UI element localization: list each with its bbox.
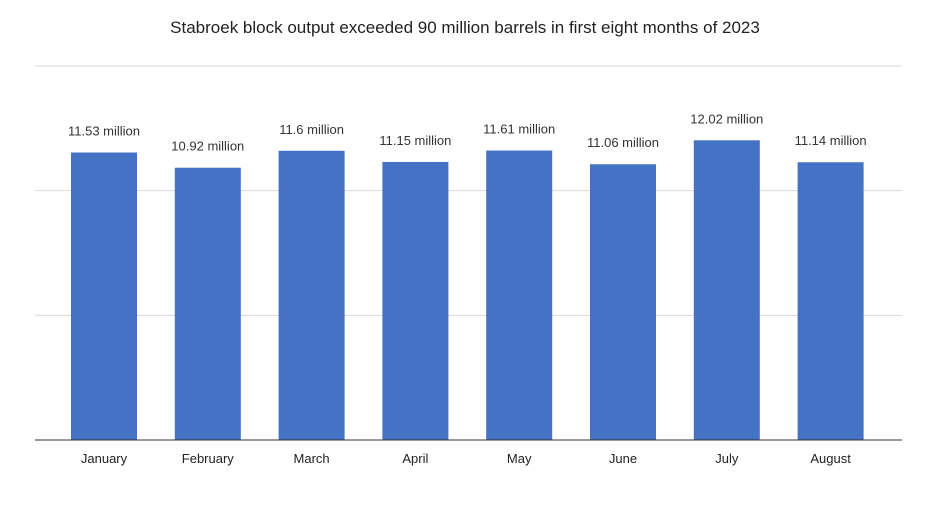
bar-february xyxy=(174,167,241,440)
bar-june xyxy=(590,164,656,440)
data-label: 12.02 million xyxy=(690,111,763,126)
x-tick-label: January xyxy=(81,451,128,466)
x-tick-label: August xyxy=(810,451,851,466)
bar-march xyxy=(278,150,345,441)
data-label: 11.6 million xyxy=(279,122,344,137)
data-label: 11.61 million xyxy=(483,122,555,137)
bar-august xyxy=(797,162,864,440)
data-label: 11.15 million xyxy=(379,133,451,148)
x-tick-label: April xyxy=(402,451,428,466)
x-tick-label: February xyxy=(182,451,235,466)
x-tick-label: May xyxy=(507,451,532,466)
data-label: 11.06 million xyxy=(587,135,659,150)
x-tick-label: July xyxy=(715,451,739,466)
bar-july xyxy=(693,140,760,440)
x-tick-label: June xyxy=(609,451,637,466)
data-label: 11.14 million xyxy=(795,133,867,148)
data-label: 10.92 million xyxy=(171,139,244,154)
chart-title: Stabroek block output exceeded 90 millio… xyxy=(170,18,760,37)
data-label: 11.53 million xyxy=(68,124,140,139)
bar-january xyxy=(71,152,137,440)
bar-may xyxy=(486,150,553,441)
x-tick-label: March xyxy=(294,451,330,466)
bar-april xyxy=(382,161,449,440)
